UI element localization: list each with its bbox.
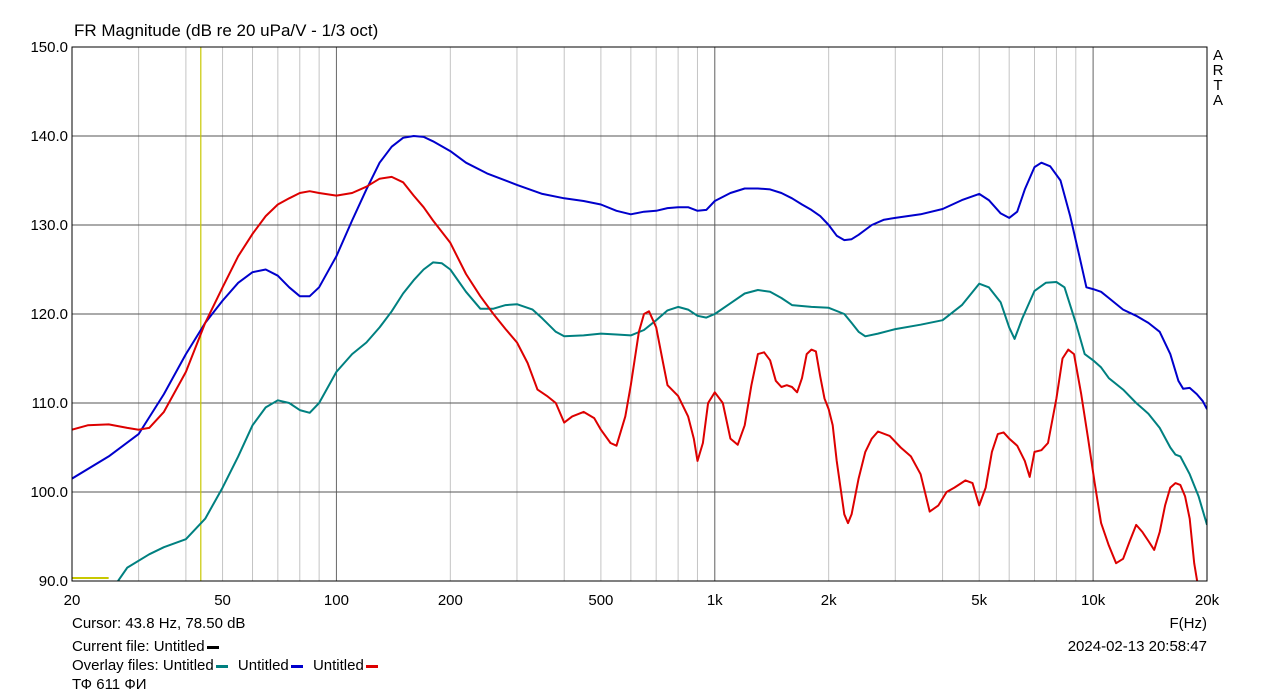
watermark-letter: R [1212,62,1224,79]
x-tick-label: 50 [214,592,231,609]
overlay-files-row: Overlay files: Untitled Untitled Untitle… [72,657,384,674]
overlay-file-name: Untitled [237,657,289,674]
series-lines [72,135,1207,581]
x-tick-label: 10k [1081,592,1106,609]
x-tick-labels: 20 50 100 200 500 1k 2k 5k 10k 20k [64,592,1220,609]
x-tick-label: 5k [971,592,987,609]
y-tick-label: 100.0 [30,484,68,501]
y-tick-label: 130.0 [30,217,68,234]
x-tick-label: 200 [438,592,463,609]
chart-title: FR Magnitude (dB re 20 uPa/V - 1/3 oct) [74,21,379,40]
x-tick-label: 100 [324,592,349,609]
cursor-readout: Cursor: 43.8 Hz, 78.50 dB [72,615,246,632]
overlay-files-label: Overlay files: [72,657,159,674]
watermark-letter: A [1212,47,1223,64]
x-tick-label: 2k [821,592,837,609]
series-line-blue [72,135,1207,480]
y-tick-label: 150.0 [30,39,68,56]
overlay-file-name: Untitled [162,657,214,674]
watermark-letter: T [1213,77,1223,94]
x-tick-label: 20k [1195,592,1220,609]
overlay-swatch-red [365,664,378,668]
arta-watermark: A R T A [1212,48,1224,108]
grid-lines [71,46,1208,582]
current-file-label: Current file: [72,638,150,655]
timestamp: 2024-02-13 20:58:47 [1067,638,1207,655]
y-tick-labels: 90.0 100.0 110.0 120.0 130.0 140.0 150.0 [30,39,68,590]
current-file-name: Untitled [153,638,205,655]
note-text: ТФ 611 ФИ [72,676,147,693]
series-line-teal [116,261,1207,581]
watermark-letter: A [1212,92,1223,109]
overlay-swatch-blue [290,664,303,668]
x-tick-label: 20 [64,592,81,609]
x-tick-label: 1k [707,592,723,609]
overlay-file-name: Untitled [312,657,364,674]
y-tick-label: 140.0 [30,128,68,145]
overlay-swatch-teal [215,664,228,668]
plot-frame [71,46,1208,582]
y-tick-label: 90.0 [39,573,68,590]
x-axis-label: F(Hz) [1169,615,1208,632]
y-tick-label: 110.0 [32,395,68,412]
x-tick-label: 500 [588,592,613,609]
cursor-reference-line [72,47,202,581]
y-tick-label: 120.0 [30,306,68,323]
plot-border [71,46,1208,582]
current-file-row: Current file: Untitled [72,638,225,655]
series-line-red [72,175,1199,581]
current-file-swatch [206,645,219,649]
